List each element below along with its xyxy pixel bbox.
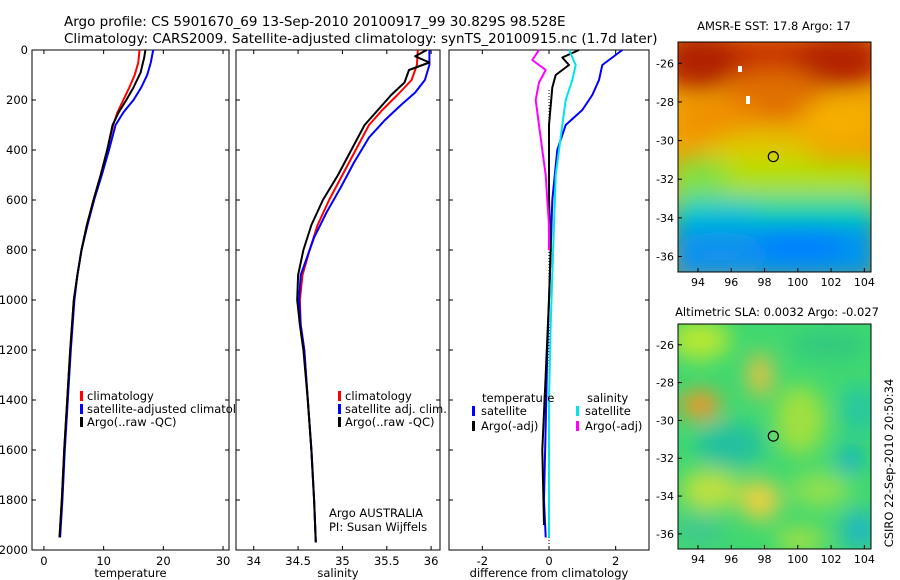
map-y-tick-label: -34: [656, 212, 674, 225]
x-tick-label: 35.5: [374, 554, 400, 568]
map-x-tick-label: 102: [821, 553, 842, 566]
header-line-1: Argo profile: CS 5901670_69 13-Sep-2010 …: [64, 14, 566, 30]
map-x-tick-label: 100: [787, 553, 808, 566]
x-tick-label: 35: [335, 554, 350, 568]
legend-label: climatology: [345, 389, 412, 403]
map-x-tick-label: 98: [758, 276, 772, 289]
map-y-tick-label: -28: [656, 96, 674, 109]
sst-map-title: AMSR-E SST: 17.8 Argo: 17: [697, 19, 851, 33]
map-x-tick-label: 94: [691, 276, 705, 289]
map-x-tick-label: 96: [724, 553, 738, 566]
sla-map: [678, 324, 871, 549]
legend-swatch: [576, 406, 579, 416]
legend-group-title: temperature: [482, 391, 554, 405]
sla-map-title: Altimetric SLA: 0.0032 Argo: -0.027: [675, 305, 879, 319]
map-y-tick-label: -26: [656, 339, 674, 352]
sla-argo-marker: [767, 430, 779, 442]
plot-frame: [235, 49, 441, 551]
y-tick-label: 1400: [0, 393, 28, 407]
map-x-tick-label: 104: [854, 276, 875, 289]
x-tick-label: 10: [96, 554, 111, 568]
temperature-panel: 0 200 400 600 800 1000 1200 1400 1600 1800 2000 0 10…: [0, 43, 243, 580]
map-x-tick-label: 94: [691, 553, 705, 566]
x-tick-label: -2: [477, 554, 488, 568]
map-x-tick-label: 96: [724, 276, 738, 289]
map-y-tick-label: -32: [656, 452, 674, 465]
x-tick-label: 0: [40, 554, 47, 568]
x-tick-label: 34.5: [285, 554, 311, 568]
legend-swatch: [80, 404, 83, 414]
sst-map-frame: [677, 41, 872, 273]
map-y-tick-label: -30: [656, 135, 674, 148]
series-line-2: [548, 49, 577, 538]
x-tick-label: 20: [156, 554, 171, 568]
plot-frame: [31, 49, 230, 551]
x-axis-label: temperature: [94, 566, 166, 580]
x-tick-label: 0: [545, 554, 552, 568]
legend-label: satellite: [481, 404, 527, 418]
sst-argo-marker: [767, 151, 779, 163]
x-axis-label: difference from climatology: [470, 566, 629, 580]
map-y-tick-label: -34: [656, 490, 674, 503]
legend-swatch: [472, 421, 475, 431]
map-y-tick-label: -30: [656, 414, 674, 427]
y-tick-label: 800: [6, 243, 28, 257]
legend-swatch: [338, 404, 341, 414]
series-line-3: [531, 49, 550, 250]
y-tick-label: 1800: [0, 493, 28, 507]
salinity-panel: 34 34.5 35 35.5 36 salinity climatologysatelli…: [235, 49, 447, 580]
y-tick-label: 2000: [0, 543, 28, 557]
legend-swatch: [338, 391, 341, 401]
legend-label: Argo(-adj): [481, 419, 538, 433]
header-line-2: Climatology: CARS2009. Satellite-adjuste…: [64, 31, 657, 47]
map-x-tick-label: 104: [854, 553, 875, 566]
series-line-2: [58, 49, 147, 538]
legend-label: satellite adj. clim.: [345, 402, 447, 416]
y-tick-label: 600: [6, 193, 28, 207]
series-line-2: [296, 49, 431, 543]
legend-swatch: [472, 406, 475, 416]
map-y-tick-label: -36: [656, 251, 674, 264]
side-timestamp-label: CSIRO 22-Sep-2010 20:50:34: [882, 379, 896, 548]
map-y-tick-label: -26: [656, 57, 674, 70]
sla-map-axes: 94 96 98 100 102 104 -26 -28 -30 -32 -34 -36: [656, 339, 875, 566]
y-tick-label: 1600: [0, 443, 28, 457]
map-x-tick-label: 100: [787, 276, 808, 289]
sst-map: [678, 42, 871, 272]
x-tick-label: 30: [216, 554, 231, 568]
legend-label: satellite: [585, 404, 631, 418]
legend-label: satellite-adjusted climatolo: [87, 402, 243, 416]
legend-swatch: [80, 391, 83, 401]
legend-label: Argo(..raw -QC): [345, 415, 435, 429]
x-tick-label: 2: [612, 554, 619, 568]
annotation-line: Argo AUSTRALIA: [329, 506, 423, 520]
y-tick-label: 200: [6, 93, 28, 107]
series-line-1: [541, 49, 580, 526]
y-tick-label: 1000: [0, 293, 28, 307]
map-y-tick-label: -32: [656, 173, 674, 186]
legend-swatch: [80, 417, 83, 427]
x-axis-label: salinity: [317, 566, 358, 580]
legend-group-title: salinity: [587, 391, 628, 405]
legend-label: climatology: [87, 389, 154, 403]
legend-swatch: [338, 417, 341, 427]
sla-map-frame: [677, 323, 872, 550]
map-y-tick-label: -36: [656, 528, 674, 541]
annotation-line: PI: Susan Wijffels: [329, 520, 427, 534]
legend-label: Argo(-adj): [585, 419, 642, 433]
y-tick-label: 1200: [0, 343, 28, 357]
map-y-tick-label: -28: [656, 377, 674, 390]
legend-swatch: [576, 421, 579, 431]
x-tick-label: 36: [424, 554, 439, 568]
legend-label: Argo(..raw -QC): [87, 415, 177, 429]
y-tick-label: 0: [21, 43, 28, 57]
sst-map-axes: 94 96 98 100 102 104 -26 -28 -30 -32 -34 -36: [656, 57, 875, 289]
y-tick-label: 400: [6, 143, 28, 157]
map-x-tick-label: 98: [758, 553, 772, 566]
x-tick-label: 34: [246, 554, 261, 568]
map-x-tick-label: 102: [821, 276, 842, 289]
